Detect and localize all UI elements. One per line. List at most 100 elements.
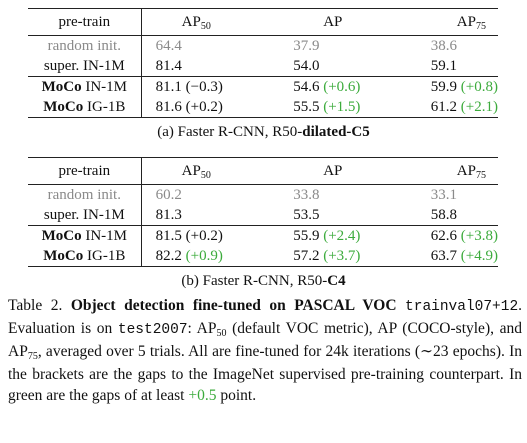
cell-ap: 53.5 — [293, 206, 320, 223]
cell-value: 81.6 — [155, 98, 182, 115]
header-ap50-sub: 50 — [200, 169, 211, 181]
header-ap75: AP75 — [417, 9, 498, 36]
header-ap75-sub: 75 — [475, 20, 486, 32]
cell-gap: (+3.8) — [460, 227, 498, 244]
cell-ap50: 81.4 — [155, 57, 182, 74]
caption-text: , averaged over 5 trials. All are fine-t… — [8, 343, 522, 404]
cell-ap75: 62.6 (+3.8) — [417, 226, 498, 247]
cell-ap75: 38.6 — [430, 37, 458, 54]
cell-gap: (+0.2) — [185, 227, 223, 244]
cell-gap: (+3.7) — [323, 247, 361, 264]
header-ap: AP — [323, 13, 343, 30]
caption-text: (default VOC metric), AP (COCO-style), a… — [8, 320, 522, 360]
header-pretrain: pre-train — [28, 157, 142, 185]
cell-ap: 33.8 — [293, 186, 320, 203]
subcaption-a: (a) Faster R-CNN, R50-dilated-C5 — [0, 124, 527, 141]
table-caption: Table 2. Object detection fine-tuned on … — [8, 295, 522, 406]
cell-ap: 54.0 — [293, 57, 320, 74]
header-ap75: AP75 — [417, 158, 498, 185]
cell-gap: (−0.3) — [185, 78, 223, 95]
cell-ap: 37.9 — [293, 37, 320, 54]
cell-gap: (+0.8) — [460, 78, 498, 95]
table-header-row: pre-train AP50 AP AP75 — [28, 8, 498, 36]
header-ap: AP — [323, 162, 343, 179]
cell-value: 54.6 — [293, 78, 320, 95]
results-table-a: pre-train AP50 AP AP75 random init. 64.4… — [28, 8, 498, 118]
caption-green-threshold: +0.5 — [188, 387, 217, 404]
cell-value: 81.5 — [155, 227, 182, 244]
row-name: MoCo IG-1B — [28, 97, 142, 118]
cell-gap: (+1.5) — [323, 98, 361, 115]
caption-sub-50: 50 — [216, 328, 227, 339]
cell-ap: 54.6 (+0.6) — [279, 77, 417, 98]
header-ap75-sub: 75 — [475, 169, 486, 181]
row-name-data: IG-1B — [87, 247, 126, 264]
subcaption-b: (b) Faster R-CNN, R50-C4 — [0, 273, 527, 290]
cell-value: 55.9 — [293, 227, 320, 244]
cell-value: 61.2 — [430, 98, 458, 115]
cell-ap50: 82.2 (+0.9) — [141, 246, 279, 267]
header-ap75-main: AP — [456, 162, 476, 179]
cell-value: 82.2 — [155, 247, 182, 264]
subcaption-b-prefix: (b) Faster R-CNN, R50- — [181, 273, 328, 289]
table-row: MoCo IG-1B 82.2 (+0.9) 57.2 (+3.7) 63.7 … — [28, 246, 498, 267]
table-row: super. IN-1M 81.3 53.5 58.8 — [28, 205, 498, 226]
header-ap50: AP50 — [141, 9, 279, 36]
cell-ap50: 81.6 (+0.2) — [141, 97, 279, 118]
header-ap50-sub: 50 — [200, 20, 211, 32]
table-header-row: pre-train AP50 AP AP75 — [28, 157, 498, 185]
row-name-method: MoCo — [41, 227, 82, 244]
header-pretrain: pre-train — [28, 8, 142, 36]
header-ap50: AP50 — [141, 158, 279, 185]
table-row: random init. 64.4 37.9 38.6 — [28, 35, 498, 56]
header-ap75-main: AP — [456, 13, 476, 30]
results-table-b: pre-train AP50 AP AP75 random init. 60.2… — [28, 157, 498, 267]
cell-value: 62.6 — [430, 227, 458, 244]
subcaption-a-prefix: (a) Faster R-CNN, R50- — [157, 124, 303, 140]
row-name: super. IN-1M — [28, 56, 142, 77]
cell-ap75: 63.7 (+4.9) — [417, 246, 498, 267]
cell-ap75: 58.8 — [430, 206, 458, 223]
cell-ap50: 81.1 (−0.3) — [141, 77, 279, 98]
cell-ap75: 59.9 (+0.8) — [417, 77, 498, 98]
subcaption-a-bold: dilated-C5 — [302, 124, 370, 140]
table-row: MoCo IG-1B 81.6 (+0.2) 55.5 (+1.5) 61.2 … — [28, 97, 498, 118]
row-name: MoCo IN-1M — [28, 225, 142, 246]
cell-gap: (+2.4) — [323, 227, 361, 244]
caption-label: Table 2. — [8, 297, 63, 314]
cell-ap50: 81.3 — [155, 206, 182, 223]
row-name: MoCo IG-1B — [28, 246, 142, 267]
row-name: MoCo IN-1M — [28, 76, 142, 97]
cell-ap50: 60.2 — [155, 186, 182, 203]
cell-ap: 57.2 (+3.7) — [279, 246, 417, 267]
row-name-data: IN-1M — [85, 227, 128, 244]
header-ap50-main: AP — [181, 162, 201, 179]
cell-ap50: 64.4 — [155, 37, 182, 54]
cell-value: 63.7 — [430, 247, 458, 264]
cell-ap75: 33.1 — [430, 186, 458, 203]
cell-ap50: 81.5 (+0.2) — [141, 226, 279, 247]
cell-ap75: 61.2 (+2.1) — [417, 97, 498, 118]
table-row: MoCo IN-1M 81.1 (−0.3) 54.6 (+0.6) 59.9 … — [28, 76, 498, 98]
cell-ap: 55.9 (+2.4) — [279, 226, 417, 247]
row-name: super. IN-1M — [28, 205, 142, 226]
table-row: random init. 60.2 33.8 33.1 — [28, 184, 498, 205]
row-name-method: MoCo — [41, 78, 82, 95]
cell-value: 55.5 — [293, 98, 320, 115]
caption-split-test: test2007 — [117, 322, 188, 338]
header-ap50-main: AP — [181, 13, 201, 30]
cell-gap: (+2.1) — [460, 98, 498, 115]
table-row: super. IN-1M 81.4 54.0 59.1 — [28, 56, 498, 77]
caption-sub-75: 75 — [27, 351, 38, 362]
caption-text: . Evaluation is on — [8, 297, 523, 337]
cell-value: 59.9 — [430, 78, 458, 95]
cell-gap: (+0.9) — [185, 247, 223, 264]
cell-ap: 55.5 (+1.5) — [279, 97, 417, 118]
caption-text: : AP — [187, 320, 217, 337]
row-name-method: MoCo — [43, 247, 84, 264]
row-name-method: MoCo — [43, 98, 84, 115]
row-name: random init. — [28, 35, 142, 56]
row-name-data: IN-1M — [85, 78, 128, 95]
cell-value: 81.1 — [155, 78, 182, 95]
